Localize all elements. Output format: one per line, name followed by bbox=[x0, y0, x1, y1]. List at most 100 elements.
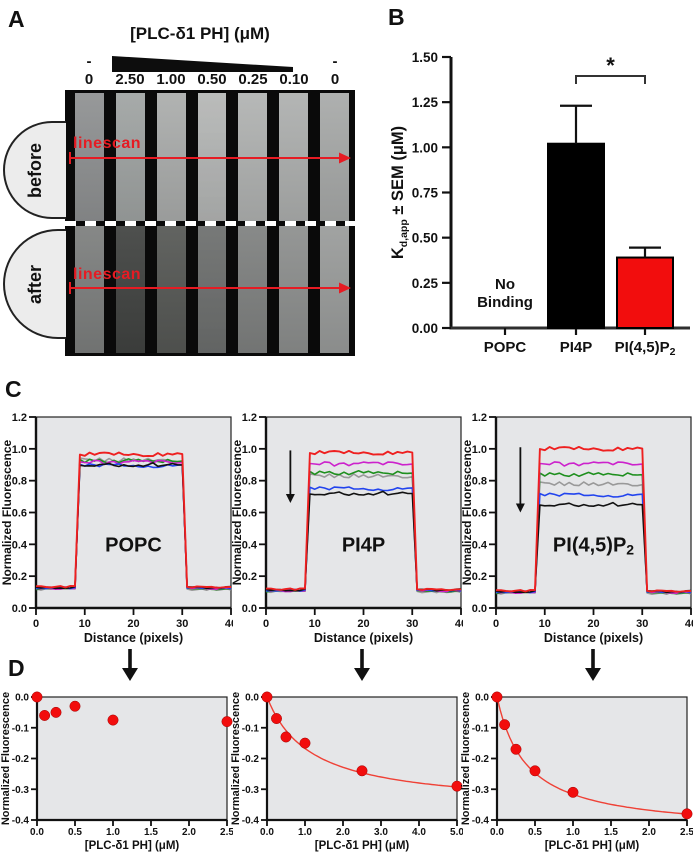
svg-text:1.0: 1.0 bbox=[242, 444, 257, 456]
svg-text:40: 40 bbox=[685, 618, 693, 630]
svg-text:5.0: 5.0 bbox=[450, 827, 463, 838]
titration-chart-pip2: 0.0-0.1-0.2-0.3-0.40.0 0.5 1.0 1.5 2.0 2.5[PL… bbox=[460, 691, 694, 852]
gel-lane bbox=[75, 226, 104, 353]
svg-text:10: 10 bbox=[79, 618, 91, 630]
svg-text:Normalized Fluorescence: Normalized Fluorescence bbox=[230, 692, 242, 825]
concentration-label: 0 bbox=[330, 71, 340, 88]
svg-text:PI4P: PI4P bbox=[560, 339, 593, 356]
svg-text:[PLC-δ1 PH] (μM): [PLC-δ1 PH] (μM) bbox=[545, 840, 640, 852]
svg-text:-0.2: -0.2 bbox=[472, 754, 490, 765]
svg-text:Distance (pixels): Distance (pixels) bbox=[314, 631, 413, 645]
svg-text:1.0: 1.0 bbox=[472, 444, 487, 456]
gel-lane bbox=[197, 226, 227, 353]
linescan-chart-pip2: 0.0 0.2 0.4 0.6 0.8 1.0 1.2 0 10 20 30 40 Distance (… bbox=[460, 412, 697, 645]
svg-text:0: 0 bbox=[493, 618, 499, 630]
svg-text:*: * bbox=[606, 53, 615, 78]
linescan-label-after: linescan bbox=[73, 266, 142, 283]
svg-text:No: No bbox=[495, 276, 515, 293]
gel-lane bbox=[238, 226, 268, 353]
panel-c-label: C bbox=[5, 376, 22, 402]
svg-text:1.2: 1.2 bbox=[472, 412, 487, 424]
linescan-arrow-after bbox=[69, 282, 351, 294]
linescan-label-before: linescan bbox=[73, 135, 142, 152]
svg-text:1.0: 1.0 bbox=[12, 444, 27, 456]
concentration-series-title: [PLC-δ1 PH] (μM) bbox=[130, 24, 270, 43]
svg-text:0: 0 bbox=[263, 618, 269, 630]
svg-text:-0.2: -0.2 bbox=[12, 754, 30, 765]
svg-text:0.0: 0.0 bbox=[30, 827, 44, 838]
svg-text:0.0: 0.0 bbox=[490, 827, 504, 838]
svg-text:1.0: 1.0 bbox=[106, 827, 120, 838]
svg-text:PI4P: PI4P bbox=[342, 534, 385, 556]
svg-text:-0.3: -0.3 bbox=[12, 785, 30, 796]
svg-text:Binding: Binding bbox=[477, 294, 533, 311]
titration-chart-popc: 0.0-0.1-0.2-0.3-0.40.0 0.5 1.0 1.5 2.0 2.5[PL… bbox=[0, 691, 234, 852]
gel-lane bbox=[115, 226, 145, 353]
svg-text:2.0: 2.0 bbox=[642, 827, 656, 838]
dashed-divider bbox=[65, 221, 355, 226]
down-arrow-icon bbox=[122, 649, 138, 681]
svg-text:0.6: 0.6 bbox=[472, 508, 487, 520]
minus-sign: - bbox=[332, 53, 338, 70]
panel-c-chart-pi4p: 0.00.20.40.60.81.01.2010203040Distance (… bbox=[230, 376, 467, 651]
svg-text:-0.4: -0.4 bbox=[12, 816, 30, 827]
svg-text:PI(4,5)P2: PI(4,5)P2 bbox=[615, 339, 676, 358]
svg-text:1.0: 1.0 bbox=[298, 827, 312, 838]
svg-text:Normalized Fluorescence: Normalized Fluorescence bbox=[460, 439, 474, 585]
svg-text:2.5: 2.5 bbox=[680, 827, 693, 838]
svg-text:0.75: 0.75 bbox=[412, 186, 439, 201]
concentration-label: 0.25 bbox=[238, 71, 268, 88]
tab-after-label: after bbox=[24, 264, 45, 304]
panel-d-chart-popc: 0.0 -0.1 -0.2 -0.3 -0.4 0.0 0.5 1.0 1.5 2.0 2.5 [PL… bbox=[0, 687, 234, 857]
svg-text:[PLC-δ1 PH] (μM): [PLC-δ1 PH] (μM) bbox=[85, 840, 180, 852]
tab-before-label: before bbox=[24, 142, 45, 198]
svg-text:30: 30 bbox=[176, 618, 188, 630]
svg-text:-0.4: -0.4 bbox=[242, 816, 260, 827]
gel-strip-after bbox=[65, 226, 355, 353]
panel-a-label: A bbox=[8, 6, 25, 32]
panel-c-chart-popc: 0.00.20.40.60.81.01.2010203040Distance (… bbox=[0, 376, 237, 651]
svg-text:0.4: 0.4 bbox=[12, 539, 28, 551]
svg-text:-0.1: -0.1 bbox=[242, 723, 260, 734]
svg-text:-0.4: -0.4 bbox=[472, 816, 490, 827]
gel-microscopy-image: linescan linescan bbox=[65, 90, 355, 356]
panel-b-label: B bbox=[388, 4, 405, 30]
svg-text:POPC: POPC bbox=[105, 534, 162, 556]
down-arrow-icon bbox=[354, 649, 370, 681]
svg-text:30: 30 bbox=[406, 618, 418, 630]
concentration-label: 1.00 bbox=[156, 71, 186, 88]
svg-text:Distance (pixels): Distance (pixels) bbox=[84, 631, 183, 645]
svg-text:Normalized Fluorescence: Normalized Fluorescence bbox=[0, 439, 14, 585]
svg-text:0.50: 0.50 bbox=[412, 231, 438, 246]
svg-text:2.0: 2.0 bbox=[336, 827, 350, 838]
svg-text:-0.1: -0.1 bbox=[472, 723, 490, 734]
concentration-label: 0.10 bbox=[279, 71, 309, 88]
svg-text:1.50: 1.50 bbox=[412, 50, 438, 65]
panel-b: 0.00 0.25 0.50 0.75 1.00 1.25 1.50 POPC PI4P PI(4… bbox=[385, 0, 700, 377]
svg-text:10: 10 bbox=[539, 618, 551, 630]
svg-text:1.0: 1.0 bbox=[566, 827, 580, 838]
linescan-chart-pi4p: 0.00.20.40.60.81.01.2010203040Distance (… bbox=[230, 412, 467, 645]
svg-text:0.4: 0.4 bbox=[472, 539, 488, 551]
svg-text:-0.2: -0.2 bbox=[242, 754, 260, 765]
svg-text:1.00: 1.00 bbox=[412, 140, 438, 155]
panel-d-chart-pi4p: 0.0 -0.1 -0.2 -0.3 -0.4 0.0 1.0 2.0 3.0 4.0 5.0 [PL… bbox=[230, 687, 464, 857]
svg-text:1.5: 1.5 bbox=[604, 827, 618, 838]
svg-text:Normalized Fluorescence: Normalized Fluorescence bbox=[230, 439, 244, 585]
svg-text:0.00: 0.00 bbox=[412, 321, 438, 336]
svg-text:0.6: 0.6 bbox=[12, 508, 27, 520]
svg-text:0.25: 0.25 bbox=[412, 276, 439, 291]
svg-text:1.2: 1.2 bbox=[12, 412, 27, 424]
svg-text:0.8: 0.8 bbox=[242, 476, 257, 488]
svg-text:0.5: 0.5 bbox=[68, 827, 82, 838]
svg-text:0.0: 0.0 bbox=[475, 693, 489, 704]
down-arrow-icon bbox=[585, 649, 601, 681]
concentration-gradient-wedge-icon bbox=[112, 56, 293, 72]
svg-text:0.0: 0.0 bbox=[472, 603, 487, 615]
svg-text:4.0: 4.0 bbox=[412, 827, 426, 838]
svg-text:2.0: 2.0 bbox=[182, 827, 196, 838]
titration-chart-pi4p: 0.0-0.1-0.2-0.3-0.40.0 1.0 2.0 3.0 4.0 5.0[PL… bbox=[230, 691, 464, 852]
tab-before: before bbox=[3, 121, 66, 219]
svg-text:Normalized Fluorescence: Normalized Fluorescence bbox=[460, 692, 472, 825]
